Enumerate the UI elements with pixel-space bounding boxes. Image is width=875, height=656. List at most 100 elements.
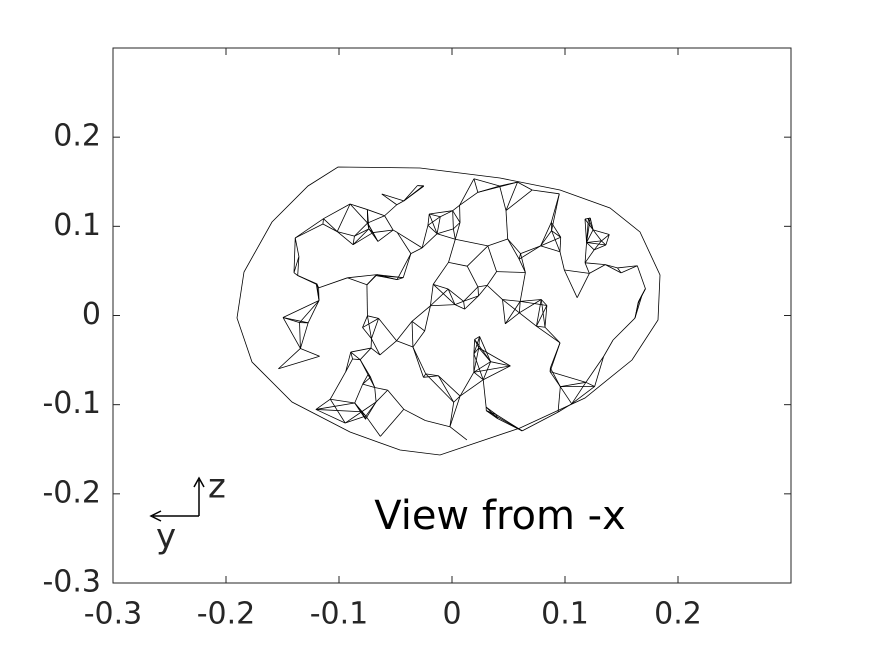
mesh-edge <box>359 347 372 360</box>
mesh-edge <box>487 245 497 272</box>
mesh-edge <box>586 229 594 243</box>
mesh-edge <box>540 236 561 247</box>
plot-frame <box>112 47 792 584</box>
mesh-edge <box>584 262 590 274</box>
mesh-edge <box>453 395 461 403</box>
mesh-edge <box>601 234 610 242</box>
mesh-edge <box>436 228 454 235</box>
mesh-edge <box>617 265 638 269</box>
mesh-edge <box>380 409 405 437</box>
mesh-edge <box>367 315 372 339</box>
mesh-edge <box>449 426 468 441</box>
mesh-edge <box>585 262 606 266</box>
mesh-outline <box>236 166 661 456</box>
mesh-edge <box>571 382 587 405</box>
mesh-edge <box>586 217 591 243</box>
mesh-edge <box>350 347 372 353</box>
mesh-edge <box>354 222 368 237</box>
mesh-edge <box>518 301 521 313</box>
mesh-edge <box>612 317 636 341</box>
mesh-edge <box>350 351 361 361</box>
x-tick-label: 0.1 <box>541 597 589 632</box>
mesh-edge <box>473 371 484 381</box>
mesh-edge <box>387 389 405 410</box>
mesh-edge <box>337 231 355 237</box>
mesh-edge <box>315 402 355 410</box>
mesh-edge <box>455 238 488 247</box>
triad-z-label: z <box>208 467 226 507</box>
mesh-edge <box>571 386 595 405</box>
mesh-edge <box>518 259 526 273</box>
mesh-edge <box>473 339 476 354</box>
mesh-edge <box>464 295 479 310</box>
x-tick-label: 0.2 <box>654 597 702 632</box>
mesh-edge <box>504 301 521 325</box>
mesh-edge <box>477 286 479 296</box>
mesh-edge <box>505 189 533 211</box>
mesh-edge <box>559 237 562 252</box>
mesh-edge <box>315 409 346 424</box>
y-tick-label: 0.2 <box>53 119 101 154</box>
mesh-edge <box>425 373 454 403</box>
mesh-edge <box>367 222 379 242</box>
mesh-edge <box>479 336 491 362</box>
mesh-edge <box>452 228 456 240</box>
mesh-edge <box>424 305 431 332</box>
y-tick-label: -0.1 <box>42 386 101 421</box>
mesh-edge <box>474 336 480 340</box>
mesh-edge <box>370 377 376 388</box>
mesh-edge <box>549 371 587 383</box>
mesh-edge <box>297 275 318 285</box>
mesh-edge <box>486 410 523 432</box>
mesh-edge <box>495 414 498 419</box>
mesh-edge <box>428 213 438 234</box>
mesh-edge <box>362 376 371 385</box>
triad-y-label: y <box>156 517 176 557</box>
mesh-edge <box>396 232 412 254</box>
mesh-edge <box>584 219 587 243</box>
mesh-edge <box>454 304 465 310</box>
mesh-edge <box>601 240 607 246</box>
mesh-edge <box>507 238 521 254</box>
mesh-edge <box>584 218 594 231</box>
mesh-edge <box>473 347 480 355</box>
mesh-edge <box>641 288 646 296</box>
mesh-edge <box>482 361 491 380</box>
mesh-edge <box>559 251 565 271</box>
mesh-edge <box>374 387 377 402</box>
mesh-edge <box>452 210 461 223</box>
mesh-edge <box>620 265 638 274</box>
mesh-edge <box>520 253 526 273</box>
mesh-edge <box>589 264 606 274</box>
mesh-edge <box>520 301 547 306</box>
mesh-edge <box>367 209 385 217</box>
mesh-edge <box>436 233 456 240</box>
mesh-edge <box>378 318 397 342</box>
mesh-edge <box>499 185 507 211</box>
mesh-edge <box>544 326 561 344</box>
mesh-edge <box>502 299 520 314</box>
mesh-edge <box>375 389 388 403</box>
mesh-edge <box>432 284 456 305</box>
mesh-edge <box>486 285 503 300</box>
mesh-edge <box>496 271 526 273</box>
mesh-edge <box>282 317 309 324</box>
mesh-edge <box>592 229 602 242</box>
mesh-edge <box>403 185 418 202</box>
mesh-edge <box>463 286 479 302</box>
mesh-edge <box>438 375 461 397</box>
mesh-edge <box>536 325 546 328</box>
mesh-edge <box>551 193 560 231</box>
mesh-edge <box>487 238 508 247</box>
y-tick-label: 0.1 <box>53 208 101 243</box>
mesh-edge <box>429 213 441 218</box>
mesh-edge <box>295 218 324 239</box>
mesh-edge <box>459 379 484 397</box>
mesh-edge <box>423 373 427 378</box>
mesh-edge <box>449 402 455 427</box>
mesh-edge <box>366 209 370 229</box>
mesh-edge <box>315 409 362 413</box>
mesh-edge <box>477 284 488 288</box>
mesh-edge <box>463 295 479 302</box>
mesh-edge <box>454 300 464 305</box>
